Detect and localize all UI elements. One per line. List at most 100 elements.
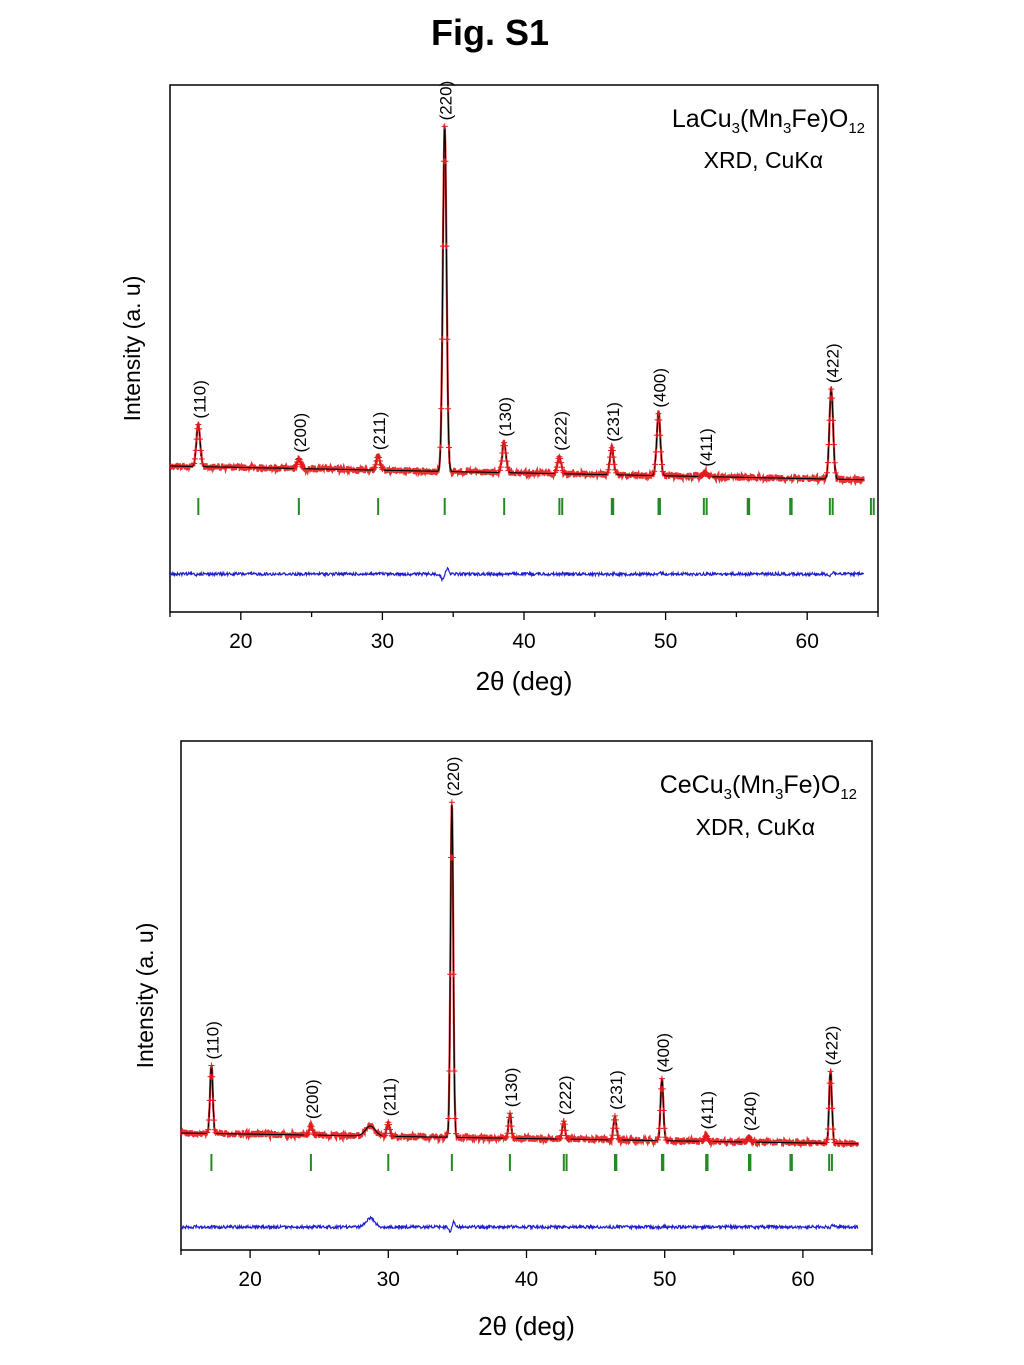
observed-point xyxy=(496,467,503,474)
observed-point xyxy=(208,1062,215,1069)
x-axis-label: 2θ (deg) xyxy=(478,1311,575,1341)
calculated-series xyxy=(170,126,864,481)
peak-label: (211) xyxy=(370,412,389,450)
peak-label: (411) xyxy=(698,1091,717,1129)
compound-formula: CeCu3(Mn3Fe)O12 xyxy=(660,771,857,803)
observed-point xyxy=(607,1136,614,1143)
x-tick-label: 30 xyxy=(377,1268,400,1291)
observed-point xyxy=(564,1135,571,1142)
observed-point xyxy=(604,469,611,476)
observed-point xyxy=(192,447,199,454)
peak-label: (400) xyxy=(654,1033,673,1073)
observed-point xyxy=(658,448,665,455)
observed-point xyxy=(510,1133,517,1140)
observed-point xyxy=(655,410,662,417)
observed-point xyxy=(652,448,659,455)
x-tick-label: 60 xyxy=(796,630,819,653)
observed-point xyxy=(829,395,836,402)
observed-point xyxy=(442,158,449,165)
observed-point xyxy=(452,1115,459,1122)
observed-point xyxy=(209,1073,216,1080)
x-axis-label: 2θ (deg) xyxy=(476,666,573,696)
peak-label: (110) xyxy=(190,380,209,418)
observed-point xyxy=(558,464,565,471)
figure-title: Fig. S1 xyxy=(430,12,550,53)
observed-point xyxy=(197,447,204,454)
observed-point xyxy=(661,1125,668,1132)
observed-point xyxy=(823,1139,830,1146)
x-tick-label: 60 xyxy=(791,1268,814,1291)
observed-point xyxy=(614,1132,621,1139)
observed-point xyxy=(553,464,560,471)
observed-point xyxy=(210,1097,217,1104)
peak-label: (200) xyxy=(291,413,310,453)
observed-point xyxy=(706,473,713,480)
observed-point xyxy=(612,466,619,473)
observed-point xyxy=(444,336,451,343)
observed-point xyxy=(371,464,378,471)
observed-point xyxy=(448,799,455,806)
observed-point xyxy=(613,469,620,476)
observed-point xyxy=(612,1116,619,1123)
observed-point xyxy=(312,1132,319,1139)
observed-point xyxy=(443,243,450,250)
observed-point xyxy=(502,442,509,449)
observed-point xyxy=(560,1118,567,1125)
observed-point xyxy=(205,1126,212,1133)
observed-point xyxy=(564,1135,571,1142)
observed-point xyxy=(560,469,567,476)
observed-point xyxy=(828,386,835,393)
observed-point xyxy=(824,1136,831,1143)
compound-formula: LaCu3(Mn3Fe)O12 xyxy=(672,105,865,137)
observed-point xyxy=(831,459,838,466)
observed-point xyxy=(451,1068,458,1075)
observed-point xyxy=(750,1139,757,1146)
observed-point xyxy=(293,461,300,468)
observed-point xyxy=(299,463,306,470)
observed-point xyxy=(291,464,298,471)
peak-label: (211) xyxy=(380,1078,399,1116)
peak-label: (130) xyxy=(496,397,515,437)
observed-point xyxy=(611,1112,618,1119)
method-label: XRD, CuKα xyxy=(704,147,823,173)
observed-point xyxy=(656,416,663,423)
observed-point xyxy=(198,455,205,462)
observed-point xyxy=(191,455,198,462)
observed-point xyxy=(388,1132,395,1139)
observed-series xyxy=(168,123,865,487)
xrd-panel-2: 20 30 40 50 60 2θ (deg) Intensity (a. u) CeCu3(… xyxy=(132,740,873,1341)
x-tick-label: 20 xyxy=(238,1268,261,1291)
observed-point xyxy=(386,1126,393,1133)
observed-point xyxy=(498,458,505,465)
peak-label: (240) xyxy=(741,1091,760,1131)
observed-point xyxy=(657,432,664,439)
x-tick-label: 40 xyxy=(515,1268,538,1291)
observed-point xyxy=(562,1127,569,1134)
observed-point xyxy=(557,1135,564,1142)
observed-point xyxy=(437,444,444,451)
observed-point xyxy=(197,436,204,443)
observed-point xyxy=(309,1127,316,1134)
peak-label: (220) xyxy=(444,757,463,797)
observed-point xyxy=(829,1105,836,1112)
y-axis-label: Intensity (a. u) xyxy=(119,276,145,422)
peak-label: (422) xyxy=(823,1026,842,1066)
observed-point xyxy=(506,1110,513,1117)
observed-point xyxy=(553,467,560,474)
observed-point xyxy=(824,459,831,466)
observed-point xyxy=(504,464,511,471)
peak-label: (231) xyxy=(604,402,623,442)
observed-point xyxy=(211,1126,218,1133)
observed-point xyxy=(658,461,665,468)
observed-point xyxy=(655,1134,662,1141)
observed-point xyxy=(652,461,659,468)
observed-point xyxy=(662,1134,669,1141)
observed-point xyxy=(825,441,832,448)
peak-label: (231) xyxy=(607,1070,626,1110)
observed-point xyxy=(389,1133,396,1140)
observed-point xyxy=(503,1133,510,1140)
observed-point xyxy=(663,1137,670,1144)
difference-series xyxy=(180,1215,859,1233)
observed-point xyxy=(445,1115,452,1122)
